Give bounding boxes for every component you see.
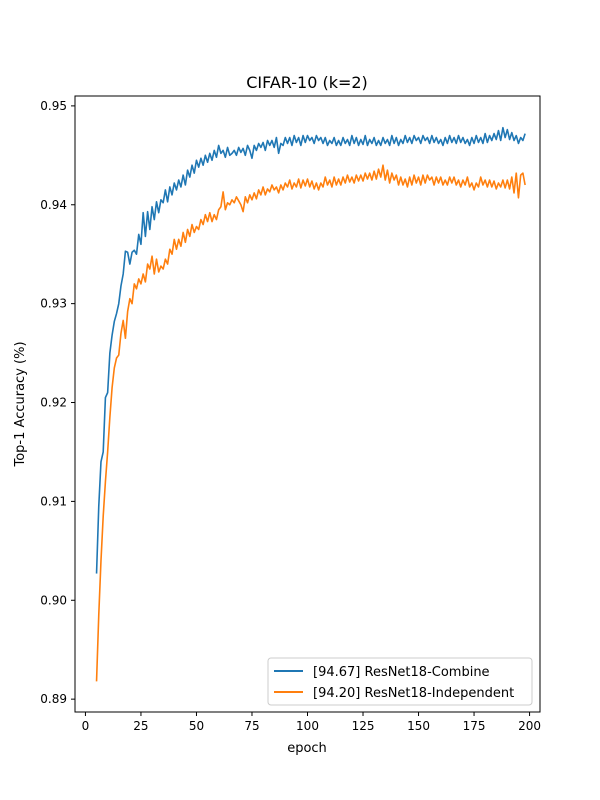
y-tick-label: 0.95 bbox=[40, 99, 67, 113]
x-tick-label: 150 bbox=[407, 719, 430, 733]
x-tick-label: 0 bbox=[82, 719, 90, 733]
x-axis-label: epoch bbox=[287, 741, 327, 756]
y-tick-label: 0.91 bbox=[40, 494, 67, 508]
y-tick-label: 0.89 bbox=[40, 692, 67, 706]
legend-label-combine: [94.67] ResNet18-Combine bbox=[313, 665, 490, 680]
y-tick-label: 0.90 bbox=[40, 593, 67, 607]
y-tick-label: 0.93 bbox=[40, 297, 67, 311]
series-line-independent bbox=[95, 164, 526, 682]
legend-box bbox=[267, 657, 533, 706]
x-tick-label: 50 bbox=[189, 719, 204, 733]
y-axis-ticks: 0.89 0.90 0.91 0.92 0.93 0.94 0.95 bbox=[40, 99, 75, 706]
x-tick-label: 175 bbox=[463, 719, 486, 733]
series-layer bbox=[95, 126, 526, 682]
x-tick-label: 25 bbox=[133, 719, 148, 733]
x-axis-ticks: 0 25 50 75 100 125 150 175 200 bbox=[82, 712, 541, 733]
y-tick-label: 0.94 bbox=[40, 198, 67, 212]
x-tick-label: 75 bbox=[244, 719, 259, 733]
y-tick-label: 0.92 bbox=[40, 396, 67, 410]
y-axis-label: Top-1 Accuracy (%) bbox=[13, 341, 28, 467]
legend: [94.67] ResNet18-Combine [94.20] ResNet1… bbox=[267, 657, 533, 706]
plot-area bbox=[74, 95, 541, 713]
legend-label-independent: [94.20] ResNet18-Independent bbox=[313, 686, 514, 701]
x-tick-label: 125 bbox=[352, 719, 375, 733]
chart-title: CIFAR-10 (k=2) bbox=[246, 73, 368, 92]
x-tick-label: 200 bbox=[518, 719, 541, 733]
series-line-combine bbox=[95, 126, 526, 574]
x-tick-label: 100 bbox=[296, 719, 319, 733]
